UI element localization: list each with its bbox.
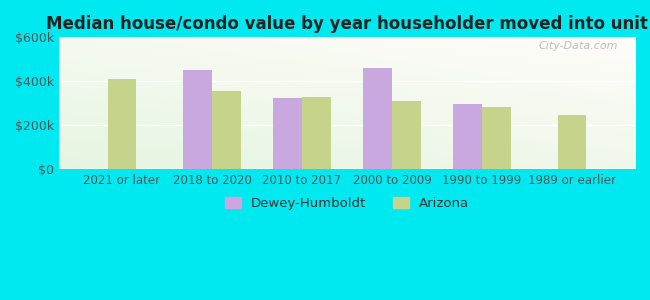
Bar [302, 97, 331, 169]
Bar [392, 101, 421, 169]
Bar [108, 79, 136, 169]
Bar [273, 98, 302, 169]
Bar [558, 116, 586, 169]
Bar [482, 106, 511, 169]
Bar [183, 70, 212, 169]
Bar [212, 91, 240, 169]
Legend: Dewey-Humboldt, Arizona: Dewey-Humboldt, Arizona [220, 191, 474, 215]
Text: City-Data.com: City-Data.com [538, 41, 617, 51]
Bar [453, 104, 482, 169]
Bar [363, 68, 392, 169]
Title: Median house/condo value by year householder moved into unit: Median house/condo value by year househo… [46, 15, 648, 33]
